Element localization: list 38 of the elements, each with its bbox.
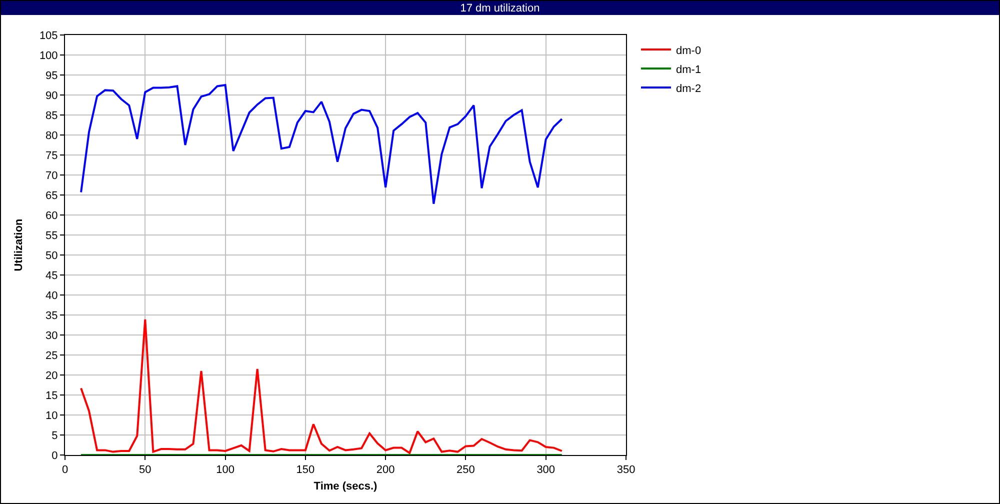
y-axis-title: Utilization: [13, 218, 26, 272]
y-tick-label: 10: [46, 410, 58, 422]
y-tick-label: 85: [46, 110, 58, 122]
y-tick-label: 65: [46, 190, 58, 202]
legend-label: dm-2: [676, 82, 702, 95]
x-tick-label: 300: [536, 464, 556, 476]
y-tick-label: 90: [46, 90, 58, 102]
x-tick-label: 50: [139, 464, 152, 476]
y-tick-label: 60: [46, 210, 58, 222]
y-tick-label: 35: [46, 310, 58, 322]
line-series: [80, 318, 563, 454]
y-tick-label: 40: [46, 290, 58, 302]
y-tick-label: 70: [46, 170, 58, 182]
y-tick-label: 50: [46, 250, 58, 262]
y-tick-label: 15: [46, 390, 58, 402]
x-tick-label: 0: [62, 464, 68, 476]
y-tick-label: 105: [39, 30, 58, 42]
x-tick-label: 350: [616, 464, 636, 476]
y-tick-label: 100: [39, 50, 58, 62]
y-tick-label: 0: [52, 450, 58, 462]
legend-label: dm-0: [676, 44, 702, 57]
x-tick-label: 100: [216, 464, 234, 476]
y-tick-label: 95: [46, 70, 58, 82]
y-tick-label: 25: [46, 350, 58, 362]
y-tick-label: 45: [46, 270, 58, 282]
x-axis-title: Time (secs.): [314, 480, 378, 492]
y-tick-label: 80: [46, 130, 58, 142]
y-tick-label: 30: [46, 330, 58, 342]
chart-title: 17 dm utilization: [460, 2, 540, 14]
legend-label: dm-1: [676, 64, 702, 76]
y-tick-label: 55: [46, 230, 58, 242]
y-tick-label: 75: [46, 150, 58, 162]
x-tick-label: 150: [296, 464, 315, 476]
x-tick-label: 200: [376, 464, 395, 476]
line-series: [80, 84, 563, 205]
y-tick-label: 20: [46, 370, 58, 382]
x-tick-label: 250: [456, 464, 475, 476]
y-tick-label: 5: [52, 430, 58, 442]
